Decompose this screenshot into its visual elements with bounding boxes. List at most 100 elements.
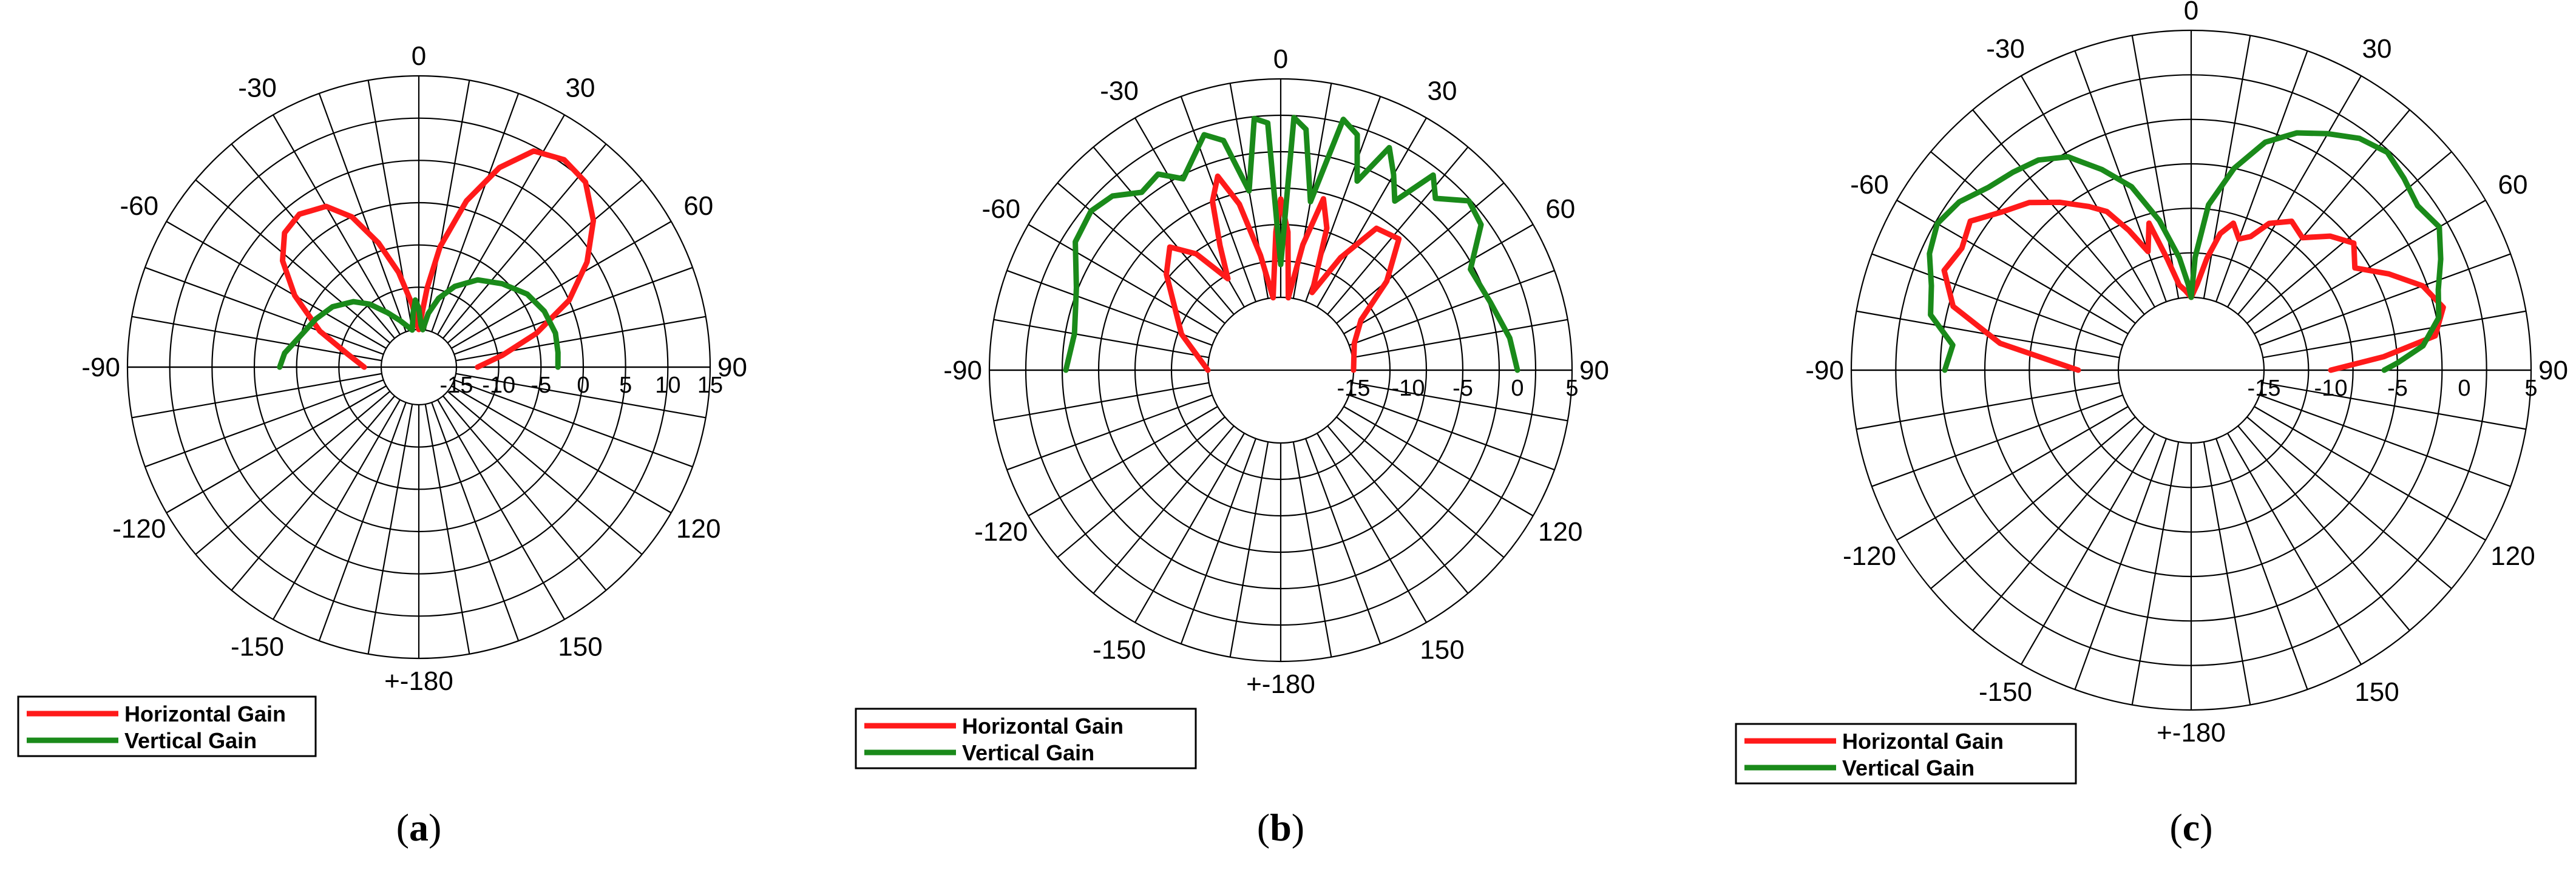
grid-spoke — [166, 221, 387, 349]
grid-spoke — [2203, 441, 2251, 705]
angle-tick-label: 60 — [1545, 194, 1575, 224]
angle-tick-label: 90 — [2538, 356, 2568, 385]
grid-spoke — [1093, 425, 1235, 594]
grid-spoke — [195, 179, 391, 343]
polar-grid — [126, 75, 711, 660]
grid-spoke — [231, 143, 395, 339]
angle-tick-label: -90 — [943, 356, 982, 385]
grid-spoke — [2254, 200, 2486, 334]
series-line-vertical-gain — [277, 277, 561, 370]
polar-chart-c: 0 30 60 90 120 150 +-180 -150 -120 -90 -60 -30 -15 -1… — [1735, 0, 2568, 849]
legend-label-horizontal-gain: Horizontal Gain — [962, 714, 1124, 738]
grid-spoke — [166, 385, 387, 513]
caption-letter: a — [409, 806, 429, 849]
angle-tick-label: 90 — [1579, 356, 1609, 385]
angle-tick-label: +-180 — [1246, 669, 1315, 699]
grid-spoke — [2131, 441, 2180, 705]
legend-label-horizontal-gain: Horizontal Gain — [1842, 729, 2004, 754]
legend-box — [1735, 723, 2077, 785]
grid-spoke — [994, 382, 1210, 422]
grid-spoke — [451, 385, 672, 513]
angle-tick-label: 150 — [1420, 635, 1464, 665]
radial-tick-label: -15 — [2248, 376, 2281, 401]
grid-spoke — [447, 179, 643, 343]
grid-spoke — [1349, 269, 1555, 346]
grid-spoke — [1871, 394, 2123, 487]
angle-tick-label: +-180 — [384, 666, 453, 696]
series-line-horizontal-gain — [1164, 173, 1402, 373]
grid-spoke — [2227, 75, 2362, 308]
angle-tick-label: -120 — [1843, 541, 1896, 571]
grid-spoke — [2246, 151, 2452, 324]
grid-spoke — [231, 395, 395, 591]
grid-spoke — [1896, 406, 2129, 541]
grid-spoke — [1229, 441, 1269, 657]
grid-spoke — [2237, 425, 2410, 631]
grid-spoke — [2262, 310, 2526, 359]
grid-spoke — [2215, 50, 2308, 302]
grid-spoke — [273, 399, 401, 620]
grid-spoke — [453, 379, 693, 468]
grid-spoke — [1336, 182, 1505, 324]
grid-spoke — [1972, 109, 2145, 315]
legend-label-vertical-gain: Vertical Gain — [1842, 755, 1974, 780]
angle-tick-label: 30 — [566, 73, 595, 103]
angle-tick-label: -30 — [238, 73, 277, 103]
angle-tick-label: 0 — [2184, 0, 2198, 25]
grid-spoke — [2074, 50, 2167, 302]
grid-spoke — [367, 404, 413, 654]
grid-spoke — [1343, 406, 1534, 516]
grid-spoke — [451, 221, 672, 349]
grid-spoke — [455, 316, 706, 362]
angle-tick-label: 0 — [1273, 44, 1288, 74]
grid-spoke — [1930, 151, 2136, 324]
grid-spoke — [1057, 182, 1225, 324]
angle-tick-label: 120 — [1538, 517, 1582, 547]
radial-tick-label: -15 — [1337, 376, 1371, 401]
grid-spoke — [1343, 224, 1534, 334]
radial-tick-label: 5 — [2524, 376, 2537, 401]
grid-spoke — [1028, 224, 1218, 334]
angle-tick-label: 60 — [683, 191, 713, 221]
legend-label-vertical-gain: Vertical Gain — [124, 728, 257, 753]
grid-spoke — [1134, 433, 1245, 623]
grid-spoke — [437, 114, 565, 335]
grid-spoke — [318, 402, 407, 641]
radial-tick-label: -5 — [2387, 376, 2408, 401]
angle-tick-label: -150 — [231, 632, 284, 662]
grid-spoke — [132, 316, 382, 362]
angle-tick-label: -120 — [974, 517, 1028, 547]
angle-tick-label: -30 — [1100, 76, 1139, 106]
radial-tick-label: -10 — [482, 373, 515, 398]
angle-tick-label: 30 — [1428, 76, 1457, 106]
legend-label-horizontal-gain: Horizontal Gain — [124, 701, 286, 726]
radial-tick-label: 0 — [1511, 376, 1524, 401]
grid-spoke — [1057, 416, 1225, 558]
angle-tick-label: 0 — [412, 41, 426, 71]
angle-tick-label: 120 — [2490, 541, 2535, 571]
grid-spoke — [1093, 146, 1235, 315]
grid-spoke — [2021, 433, 2155, 665]
angle-tick-label: -120 — [112, 514, 166, 544]
angle-tick-label: -150 — [1979, 677, 2032, 707]
legend-box — [855, 708, 1197, 769]
grid-spoke — [1352, 319, 1568, 359]
caption-open: ( — [2169, 806, 2182, 849]
legend-label-vertical-gain: Vertical Gain — [962, 740, 1094, 765]
grid-spoke — [1006, 394, 1213, 471]
radial-tick-label: -15 — [440, 373, 473, 398]
grid-spoke — [1349, 394, 1555, 471]
grid-spoke — [1028, 406, 1218, 516]
caption-open: ( — [1257, 806, 1270, 849]
angle-tick-label: -150 — [1093, 635, 1146, 665]
caption-close: ) — [1292, 806, 1304, 849]
grid-spoke — [431, 402, 520, 641]
grid-spoke — [273, 114, 401, 335]
grid-spoke — [2259, 253, 2511, 346]
grid-spoke — [1930, 416, 2136, 589]
